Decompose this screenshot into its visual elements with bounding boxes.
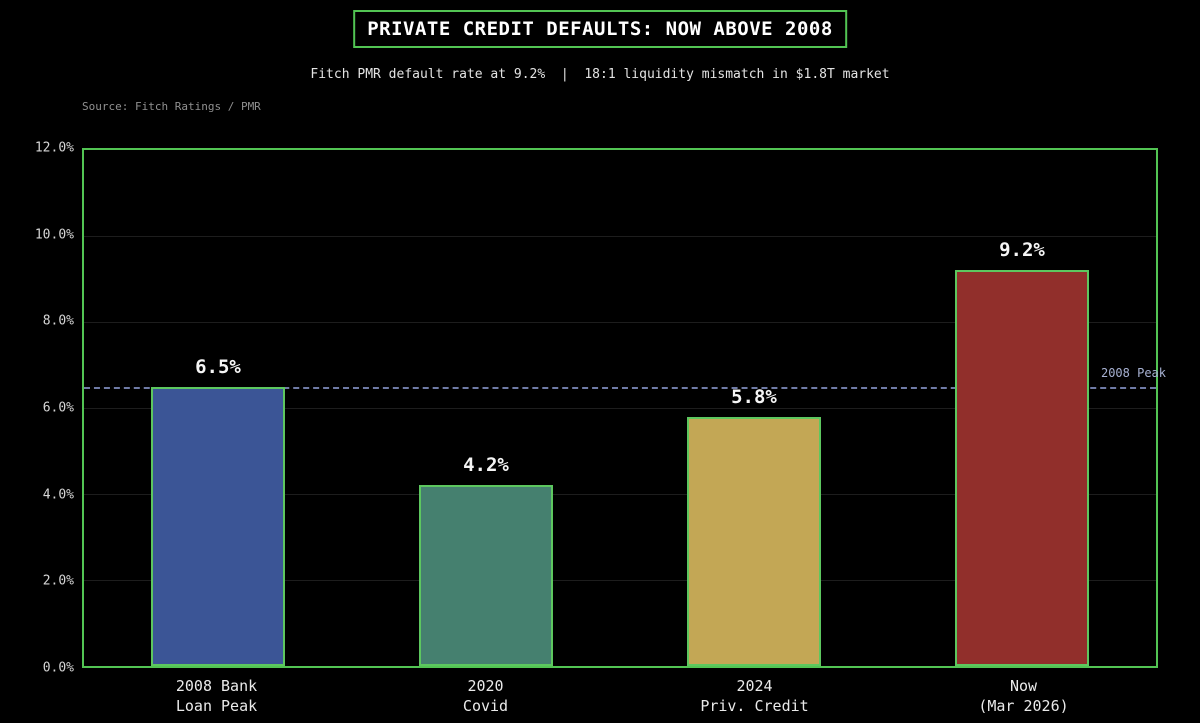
y-axis-tick-label: 0.0% (42, 660, 74, 676)
source-note: Source: Fitch Ratings / PMR (82, 100, 261, 113)
bar-value-label: 4.2% (463, 454, 509, 477)
bar-group-2: 5.8% (687, 386, 821, 666)
y-axis-tick-label: 10.0% (34, 227, 74, 243)
bar-rect (955, 270, 1089, 666)
bar-value-label: 6.5% (195, 355, 241, 378)
plot-area: 2008 Peak 6.5% 4.2% 5.8% 9.2% (82, 148, 1166, 668)
chart-title-box: PRIVATE CREDIT DEFAULTS: NOW ABOVE 2008 (353, 10, 847, 48)
x-axis: 2008 Bank Loan Peak 2020 Covid 2024 Priv. Cre… (82, 676, 1158, 722)
gridline (84, 236, 1156, 237)
x-axis-label: 2020 Covid (462, 677, 509, 715)
bar-value-label: 9.2% (999, 239, 1045, 262)
x-axis-label: 2008 Bank Loan Peak (175, 677, 258, 715)
bar-group-1: 4.2% (419, 454, 553, 666)
reference-line (84, 386, 1156, 389)
gridline (84, 322, 1156, 323)
gridline (84, 494, 1156, 495)
y-axis-tick-label: 2.0% (42, 573, 74, 589)
y-axis: 12.0% 10.0% 8.0% 6.0% 4.0% 2.0% 0.0% (0, 141, 74, 676)
bar-value-label: 5.8% (731, 385, 777, 408)
bar-group-0: 6.5% (151, 356, 285, 666)
reference-line-label: 2008 Peak (1100, 366, 1166, 381)
bar-rect (419, 485, 553, 666)
bar-group-3: 9.2% (955, 239, 1089, 666)
x-axis-label: 2024 Priv. Credit (700, 677, 809, 715)
x-axis-label: Now (Mar 2026) (978, 677, 1069, 715)
y-axis-tick-label: 8.0% (42, 313, 74, 329)
bar-rect (687, 416, 821, 666)
chart-subtitle: Fitch PMR default rate at 9.2% | 18:1 li… (310, 67, 890, 82)
y-axis-tick-label: 6.0% (42, 400, 74, 416)
bar-rect (151, 386, 285, 666)
gridline (84, 408, 1156, 409)
chart-title: PRIVATE CREDIT DEFAULTS: NOW ABOVE 2008 (367, 18, 833, 40)
y-axis-tick-label: 4.0% (42, 487, 74, 503)
y-axis-tick-label: 12.0% (34, 140, 74, 156)
gridline (84, 580, 1156, 581)
